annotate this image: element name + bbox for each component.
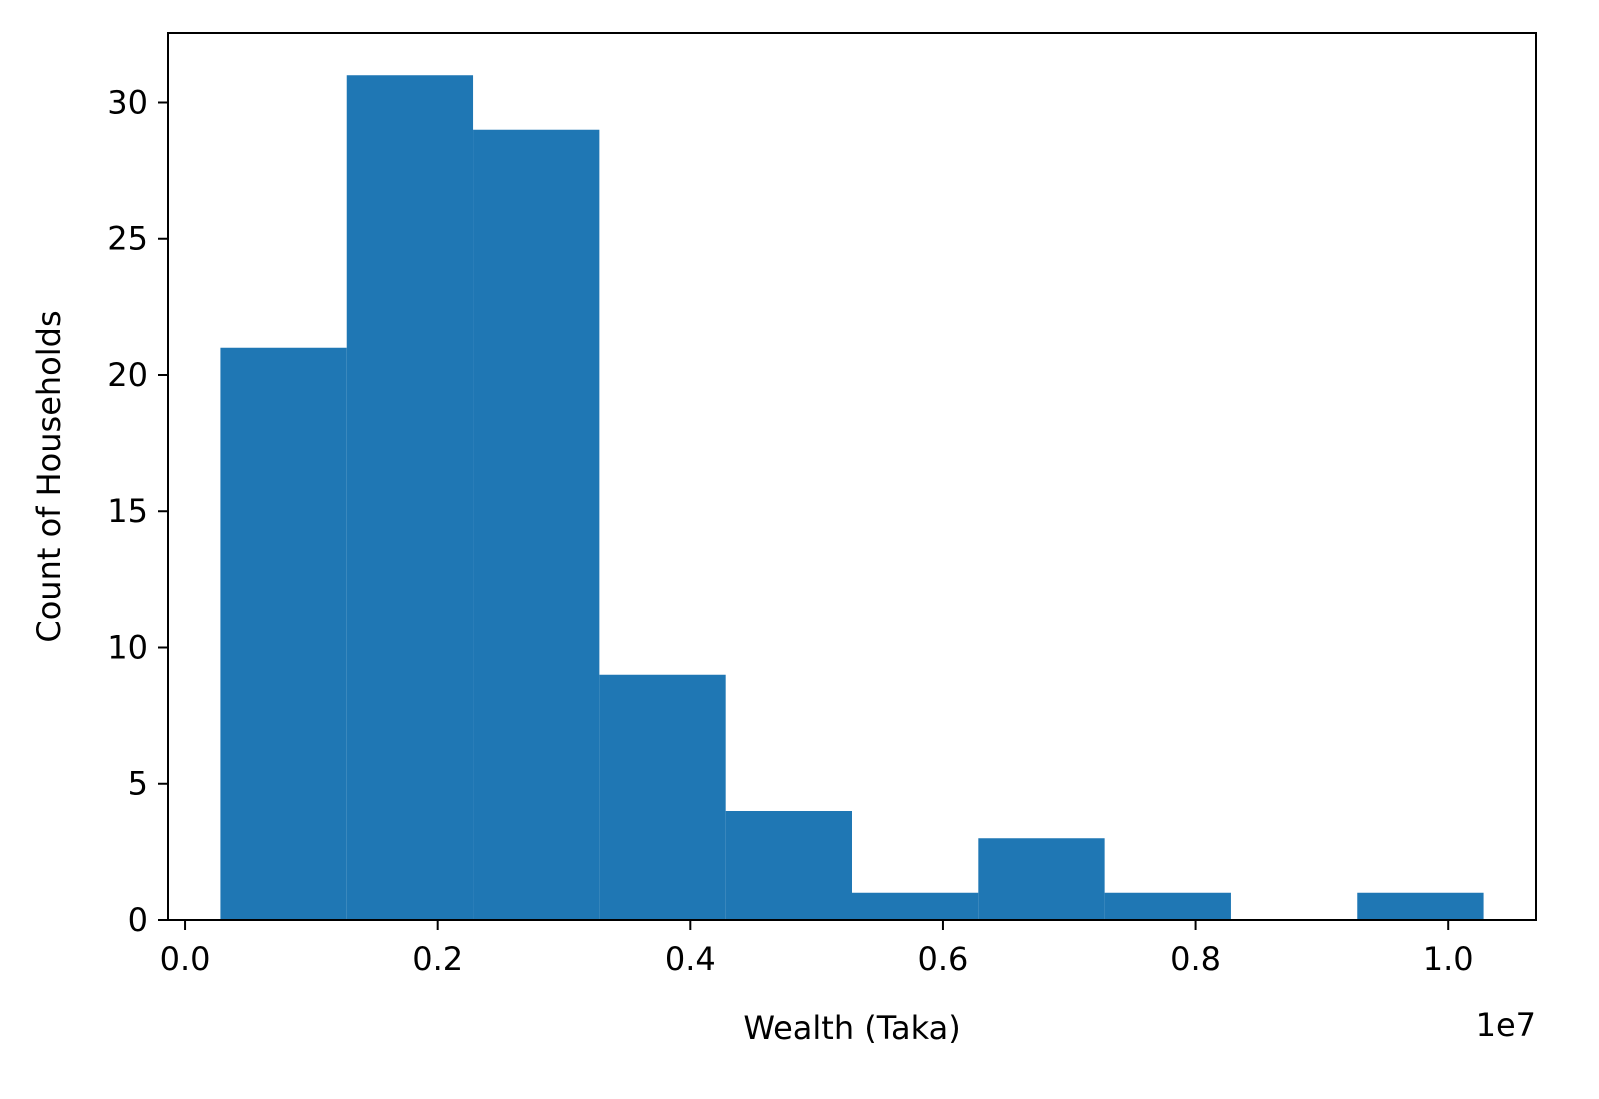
y-tick-label: 20 (107, 356, 148, 394)
y-axis-label: Count of Households (30, 310, 68, 642)
x-axis-offset-label: 1e7 (1476, 1006, 1536, 1044)
bars-group (220, 75, 1484, 920)
histogram-bar (852, 892, 979, 920)
histogram-bar (473, 129, 600, 920)
y-tick-label: 5 (128, 765, 148, 803)
x-tick-label: 0.2 (412, 940, 463, 978)
plot-frame (167, 32, 1537, 921)
histogram-bar (599, 674, 726, 920)
histogram-bar (725, 810, 852, 920)
x-axis-ticks: 0.0 0.2 0.4 0.6 0.8 1.0 (160, 920, 1474, 978)
y-tick-label: 15 (107, 492, 148, 530)
histogram-bar (220, 347, 347, 920)
x-tick-label: 0.0 (160, 940, 211, 978)
histogram-bar (1104, 892, 1231, 920)
y-tick-label: 0 (128, 901, 148, 939)
y-tick-label: 10 (107, 628, 148, 666)
x-axis-label: Wealth (Taka) (743, 1009, 960, 1047)
x-tick-label: 1.0 (1423, 940, 1474, 978)
x-tick-label: 0.4 (665, 940, 716, 978)
y-tick-label: 30 (107, 83, 148, 121)
histogram-bar (1357, 892, 1484, 920)
histogram-bar (978, 838, 1105, 920)
x-tick-label: 0.8 (1170, 940, 1221, 978)
y-tick-label: 25 (107, 220, 148, 258)
y-axis-ticks: 0 5 10 15 20 25 30 (107, 83, 168, 939)
x-tick-label: 0.6 (918, 940, 969, 978)
histogram-bar (346, 75, 474, 920)
